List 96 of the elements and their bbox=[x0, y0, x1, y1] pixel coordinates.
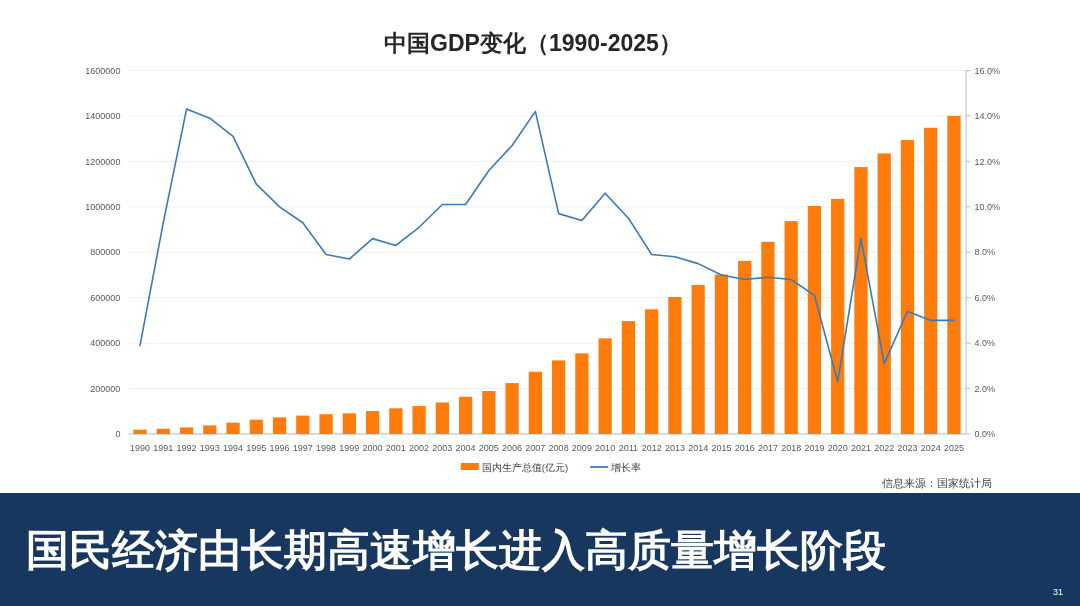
x-tick-label: 2013 bbox=[664, 443, 685, 453]
x-tick-label: 2010 bbox=[595, 443, 616, 453]
bar bbox=[412, 406, 426, 434]
bar bbox=[365, 411, 380, 434]
text: 国民经济由长期高速增长进入高质量增长阶段 bbox=[26, 527, 886, 574]
y-tick-label: 600000 bbox=[90, 292, 121, 303]
bar bbox=[505, 383, 519, 434]
x-tick-label: 2005 bbox=[478, 443, 499, 453]
bar bbox=[645, 309, 659, 434]
bar bbox=[342, 413, 356, 434]
bar bbox=[203, 425, 217, 434]
bar bbox=[133, 429, 147, 434]
chart-title: 中国GDP变化（1990-2025） bbox=[384, 30, 682, 56]
bar bbox=[249, 419, 263, 434]
x-tick-label: 1994 bbox=[223, 443, 244, 453]
bar bbox=[807, 205, 822, 434]
x-tick-label: 2022 bbox=[874, 443, 895, 453]
bar bbox=[552, 360, 566, 434]
bar bbox=[458, 396, 473, 434]
bar bbox=[691, 284, 705, 434]
bar bbox=[435, 402, 449, 434]
bar bbox=[924, 127, 938, 434]
bar bbox=[877, 153, 891, 434]
y-tick-label: 1600000 bbox=[85, 65, 121, 76]
bar bbox=[226, 422, 240, 434]
x-tick-label: 2018 bbox=[781, 443, 802, 453]
bar bbox=[319, 414, 333, 434]
y-tick-label: 1000000 bbox=[85, 202, 121, 213]
x-tick-label: 2006 bbox=[502, 443, 523, 453]
x-tick-label: 2011 bbox=[618, 443, 639, 453]
bar bbox=[714, 274, 729, 434]
x-tick-label: 1995 bbox=[246, 443, 267, 453]
y2-tick-label: 2.0% bbox=[974, 383, 996, 394]
bar bbox=[621, 321, 636, 434]
bar bbox=[784, 221, 798, 434]
x-tick-label: 2001 bbox=[385, 443, 406, 453]
x-tick-label: 2004 bbox=[455, 443, 476, 453]
x-tick-label: 1992 bbox=[176, 443, 197, 453]
bar bbox=[179, 427, 194, 434]
bar bbox=[482, 391, 496, 434]
bar bbox=[947, 115, 961, 434]
y2-tick-label: 14.0% bbox=[974, 111, 1001, 122]
y2-tick-label: 8.0% bbox=[974, 247, 996, 258]
legend-label: 国内生产总值(亿元) bbox=[481, 461, 569, 473]
x-tick-label: 2023 bbox=[897, 443, 918, 453]
y-tick-label: 0 bbox=[115, 429, 121, 440]
y2-tick-label: 10.0% bbox=[974, 202, 1001, 213]
y-tick-label: 1200000 bbox=[85, 156, 121, 167]
y2-tick-label: 12.0% bbox=[974, 156, 1001, 167]
y-tick-label: 200000 bbox=[90, 383, 121, 394]
bar bbox=[854, 167, 868, 434]
legend-label: 增长率 bbox=[610, 461, 642, 473]
text: 31 bbox=[1052, 587, 1064, 597]
x-tick-label: 2008 bbox=[548, 443, 569, 453]
x-tick-label: 1993 bbox=[199, 443, 220, 453]
bar bbox=[528, 371, 542, 434]
x-tick-label: 1991 bbox=[153, 443, 174, 453]
x-tick-label: 1997 bbox=[292, 443, 313, 453]
x-tick-label: 1998 bbox=[316, 443, 337, 453]
x-tick-label: 1990 bbox=[130, 443, 151, 453]
bar bbox=[831, 198, 845, 434]
bar bbox=[738, 260, 752, 434]
bar bbox=[296, 415, 310, 434]
x-tick-label: 2014 bbox=[688, 443, 709, 453]
x-tick-label: 2002 bbox=[409, 443, 430, 453]
y-tick-label: 800000 bbox=[90, 247, 121, 258]
x-tick-label: 2007 bbox=[525, 443, 546, 453]
x-tick-label: 2003 bbox=[432, 443, 453, 453]
x-tick-label: 1996 bbox=[269, 443, 290, 453]
x-tick-label: 2017 bbox=[757, 443, 778, 453]
y2-tick-label: 4.0% bbox=[974, 338, 996, 349]
x-tick-label: 2012 bbox=[641, 443, 662, 453]
y2-tick-label: 0.0% bbox=[974, 429, 996, 440]
x-tick-label: 2016 bbox=[734, 443, 755, 453]
bar bbox=[900, 140, 915, 434]
y2-tick-label: 6.0% bbox=[974, 292, 996, 303]
x-tick-label: 2015 bbox=[711, 443, 732, 453]
bar bbox=[575, 353, 589, 434]
bar bbox=[156, 428, 170, 434]
bar bbox=[272, 417, 287, 434]
x-tick-label: 2019 bbox=[804, 443, 825, 453]
x-tick-label: 2000 bbox=[362, 443, 383, 453]
x-tick-label: 1999 bbox=[339, 443, 360, 453]
bar bbox=[389, 408, 403, 434]
y-tick-label: 1400000 bbox=[85, 111, 121, 122]
y2-tick-label: 16.0% bbox=[974, 65, 1001, 76]
x-tick-label: 2009 bbox=[571, 443, 592, 453]
x-tick-label: 2021 bbox=[850, 443, 871, 453]
bar bbox=[668, 297, 682, 434]
x-tick-label: 2024 bbox=[920, 443, 941, 453]
bar bbox=[598, 338, 612, 434]
x-tick-label: 2020 bbox=[827, 443, 848, 453]
y-tick-label: 400000 bbox=[90, 338, 121, 349]
bar bbox=[761, 241, 775, 434]
text: 信息来源：国家统计局 bbox=[882, 477, 992, 489]
x-tick-label: 2025 bbox=[943, 443, 964, 453]
